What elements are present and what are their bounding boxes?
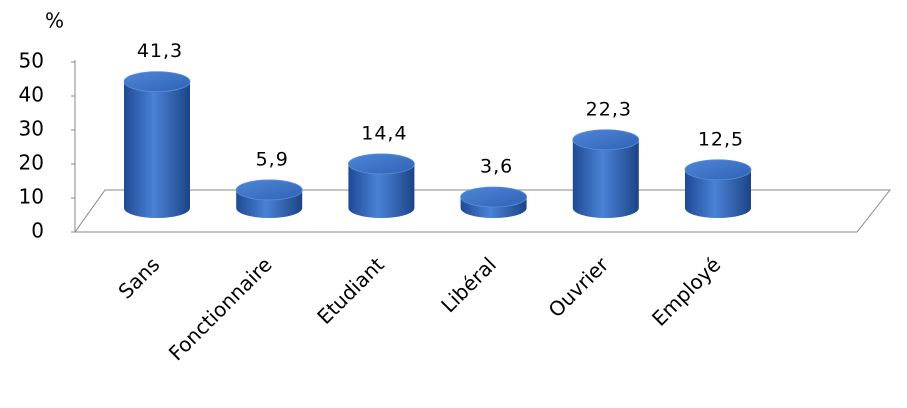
x-tick-label: Libéral bbox=[436, 252, 501, 317]
x-tick-label: Etudiant bbox=[312, 252, 389, 329]
bar-top bbox=[460, 186, 528, 208]
bar-top bbox=[684, 159, 752, 181]
floor bbox=[74, 189, 892, 233]
y-tick-label: 0 bbox=[31, 219, 44, 243]
bar bbox=[124, 81, 190, 218]
y-tick-label: 30 bbox=[19, 117, 44, 141]
value-label: 22,3 bbox=[586, 98, 632, 120]
x-tick-label: Ouvrier bbox=[544, 252, 614, 322]
value-label: 14,4 bbox=[361, 122, 407, 144]
bar-top bbox=[572, 129, 640, 151]
bar bbox=[685, 169, 751, 218]
y-axis-label: % bbox=[45, 9, 64, 33]
value-label: 3,6 bbox=[480, 155, 513, 177]
x-tick-label: Sans bbox=[113, 252, 164, 303]
y-tick-label: 10 bbox=[19, 185, 44, 209]
value-label: 12,5 bbox=[698, 128, 744, 150]
x-tick-label: Employé bbox=[647, 252, 725, 330]
bar bbox=[572, 139, 639, 219]
x-tick-label: Fonctionnaire bbox=[164, 252, 277, 365]
y-tick-label: 50 bbox=[19, 49, 44, 73]
bar-top bbox=[123, 71, 191, 93]
value-label: 41,3 bbox=[137, 40, 183, 62]
bar bbox=[348, 163, 415, 219]
y-tick-label: 20 bbox=[19, 151, 44, 175]
y-tick-label: 40 bbox=[19, 83, 44, 107]
value-label: 5,9 bbox=[256, 148, 289, 170]
bar-top bbox=[347, 153, 415, 175]
bar-top bbox=[235, 179, 303, 201]
